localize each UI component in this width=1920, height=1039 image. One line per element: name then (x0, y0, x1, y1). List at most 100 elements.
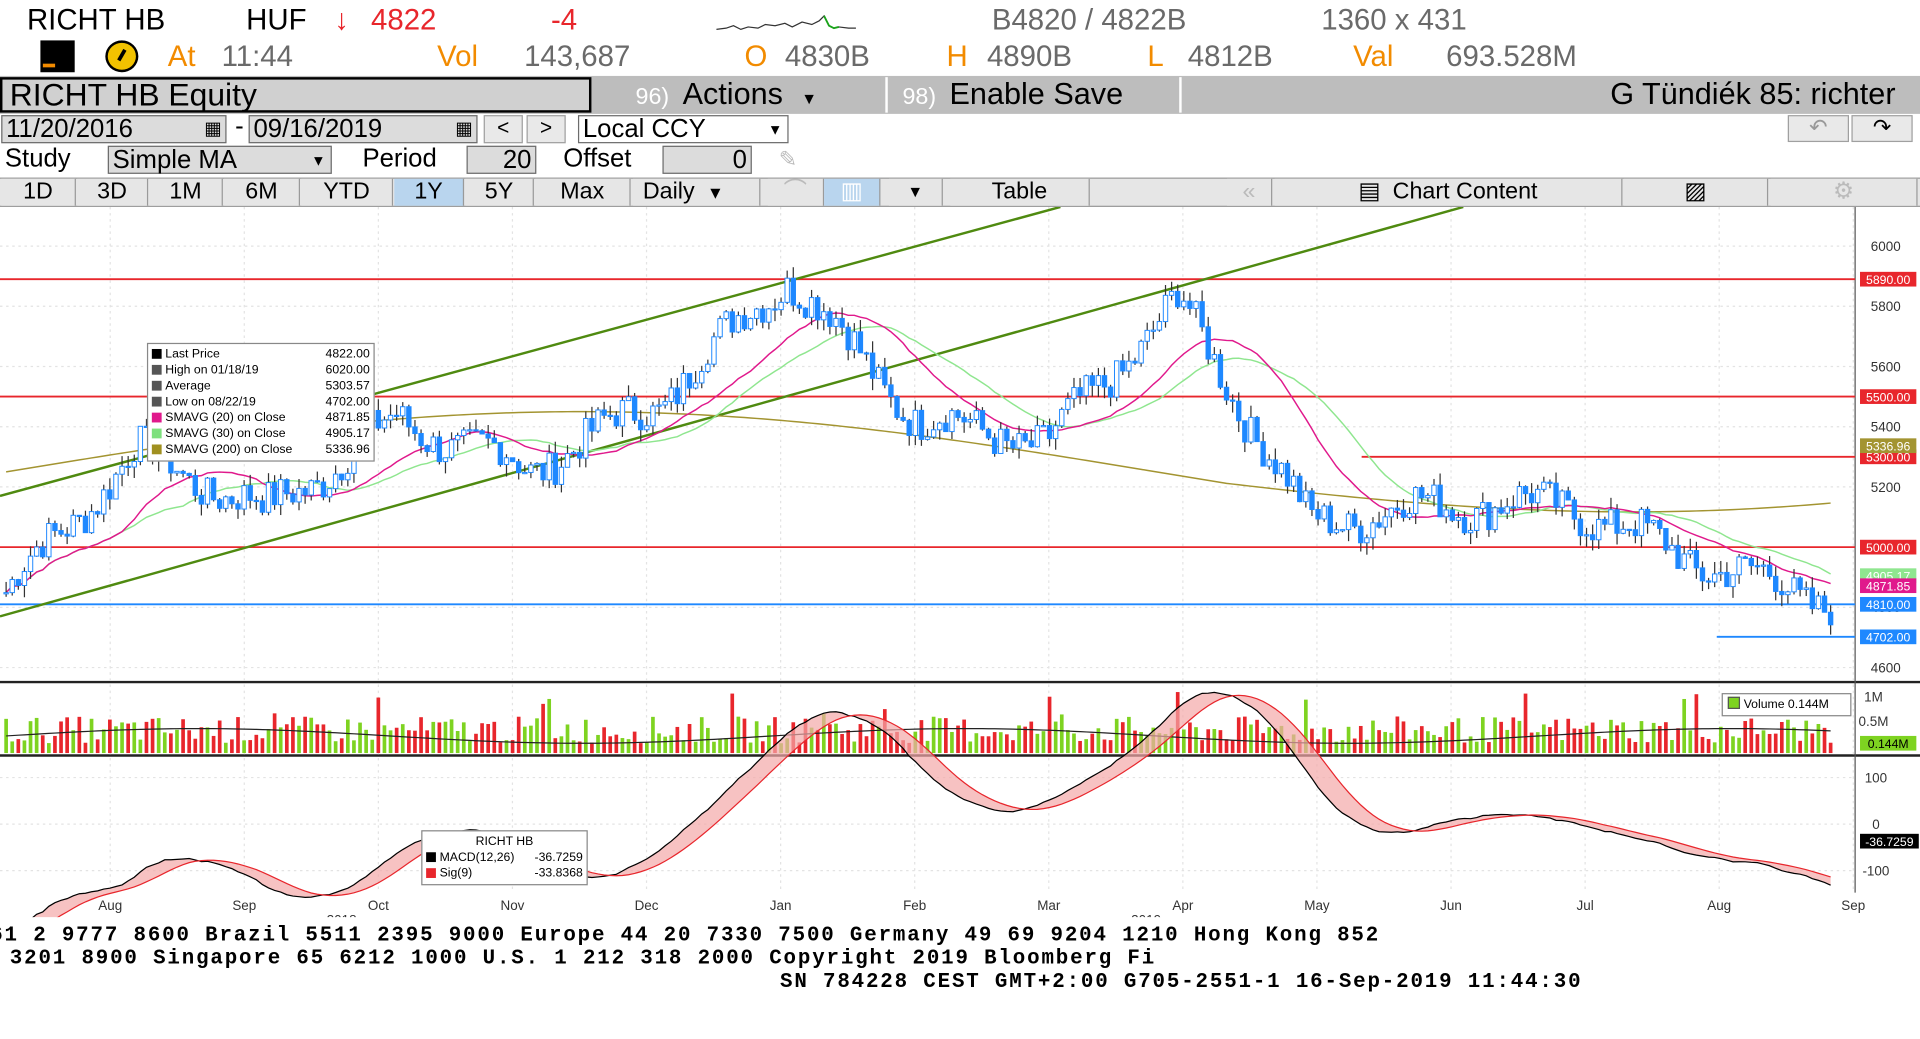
volume-bar (1169, 727, 1174, 754)
legend-row[interactable]: SMAVG (20) on Close 4871.85 (151, 410, 370, 426)
macd-legend-row[interactable]: Sig(9) -33.8368 (426, 866, 583, 882)
volume-bar (217, 720, 222, 754)
calendar-icon[interactable]: ▦ (204, 118, 222, 140)
candle-body (1773, 575, 1779, 592)
candle-body (1528, 493, 1535, 504)
legend-row[interactable]: Low on 08/22/19 4702.00 (151, 394, 370, 410)
candle-body (1364, 537, 1370, 544)
volume-bar (681, 740, 686, 754)
candle-body (33, 546, 40, 557)
volume-bar (187, 730, 192, 754)
period-button-ytd[interactable]: YTD (301, 178, 394, 206)
volume-bar (1779, 722, 1784, 754)
legend-row[interactable]: High on 01/18/19 6020.00 (151, 362, 370, 378)
candle-body (107, 489, 113, 500)
next-range-button[interactable]: > (526, 115, 566, 144)
volume-bar (1578, 728, 1583, 754)
candle-body (1669, 544, 1675, 551)
volume-bar (1224, 739, 1229, 754)
macd-legend[interactable]: RICHT HB MACD(12,26) -36.7259 Sig(9) -33.836… (421, 830, 588, 886)
candle-body (699, 370, 705, 384)
enable-save-button[interactable]: 98) Enable Save (890, 77, 1180, 113)
settings-button[interactable]: ⚙ (1770, 178, 1918, 206)
macd-legend-row[interactable]: MACD(12,26) -36.7259 (426, 850, 583, 866)
start-date-field[interactable]: 11/20/2016 ▦ (1, 115, 227, 144)
collapse-button[interactable]: « (1226, 178, 1273, 206)
offset-input[interactable]: 0 (662, 145, 752, 174)
candle-body (1498, 507, 1504, 514)
security-field[interactable]: RICHT HB Equity (0, 77, 592, 113)
candle-body (418, 433, 424, 447)
val-label: Val (1353, 40, 1394, 74)
legend-label: Low on 08/22/19 (165, 395, 256, 409)
chart-legend[interactable]: Last Price 4822.00 High on 01/18/19 6020.00… (146, 342, 375, 462)
volume-bar (1194, 727, 1198, 754)
calendar-icon-2[interactable]: ▦ (455, 118, 473, 140)
candle-body (88, 511, 95, 534)
actions-menu[interactable]: 96) Actions ▼ (596, 77, 881, 113)
period-button-5y[interactable]: 5Y (465, 178, 534, 206)
pencil-icon[interactable]: ✎ (778, 146, 798, 172)
legend-row[interactable]: SMAVG (30) on Close 4905.17 (151, 426, 370, 442)
period-button-6m[interactable]: 6M (224, 178, 301, 206)
candle-body (302, 487, 308, 496)
bar-chart-button[interactable]: ▥ (824, 178, 881, 206)
candle-body (387, 414, 394, 421)
price-tick-label: 5600 (1871, 359, 1901, 374)
period-button-1y[interactable]: 1Y (394, 178, 465, 206)
bid-ask-size: 1360 x 431 (1321, 3, 1467, 37)
volume-bar (1230, 740, 1235, 754)
volume-bar (1279, 725, 1284, 754)
end-date-field[interactable]: 09/16/2019 ▦ (248, 115, 478, 144)
volume-bar (1304, 699, 1308, 754)
candle-body (1693, 550, 1700, 569)
frequency-select[interactable]: Daily ▼ (633, 178, 761, 206)
candle-body (1608, 509, 1614, 525)
chart-type-dropdown[interactable]: ▼ (888, 178, 943, 206)
candle-body (869, 352, 876, 379)
edit-layout-button[interactable]: ▨ (1623, 178, 1769, 206)
candle-body (1284, 462, 1291, 487)
candle-body (1327, 505, 1333, 534)
period-button-max[interactable]: Max (535, 178, 631, 206)
prev-range-button[interactable]: < (483, 115, 523, 144)
period-button-1d[interactable]: 1D (1, 178, 76, 206)
undo-button[interactable]: ↶ (1787, 115, 1849, 143)
volume-legend[interactable]: Volume 0.144M (1721, 693, 1852, 717)
candle-body (461, 429, 467, 437)
candle-body (1461, 517, 1468, 534)
candle-body (9, 579, 15, 594)
study-select[interactable]: Simple MA ▼ (107, 145, 332, 174)
speedometer-icon[interactable] (105, 40, 139, 73)
volume-bar (1609, 719, 1613, 754)
volume-bar (480, 723, 484, 754)
volume-bar (400, 724, 405, 754)
legend-row[interactable]: Average 5303.57 (151, 378, 370, 394)
candle-body (1815, 595, 1822, 610)
volume-bar (126, 723, 130, 754)
table-button[interactable]: Table (950, 178, 1090, 206)
volume-bar (156, 718, 161, 754)
candle-body (1718, 571, 1724, 575)
line-chart-button[interactable]: ⌒ (767, 178, 825, 206)
candle-body (198, 494, 205, 505)
volume-bar (1047, 696, 1052, 754)
period-button-3d[interactable]: 3D (77, 178, 149, 206)
legend-value: 5336.96 (325, 443, 370, 457)
volume-bar (65, 717, 69, 754)
volume-bar (1755, 734, 1760, 754)
price-chart[interactable]: 60005800560054005200500048004600AugSepOc… (0, 206, 1920, 918)
volume-bar (278, 727, 283, 754)
volume-bar (1712, 742, 1717, 754)
period-button-1m[interactable]: 1M (149, 178, 223, 206)
legend-row[interactable]: Last Price 4822.00 (151, 347, 370, 363)
legend-row[interactable]: SMAVG (200) on Close 5336.96 (151, 442, 370, 458)
chart-content-button[interactable]: ▤ Chart Content (1274, 178, 1623, 206)
candle-body (64, 533, 70, 537)
volume-bar (846, 730, 851, 754)
candle-body (741, 315, 748, 330)
volume-bar (669, 735, 674, 754)
redo-button[interactable]: ↷ (1851, 115, 1913, 143)
currency-select[interactable]: Local CCY ▼ (577, 115, 789, 144)
period-input[interactable]: 20 (466, 145, 537, 174)
